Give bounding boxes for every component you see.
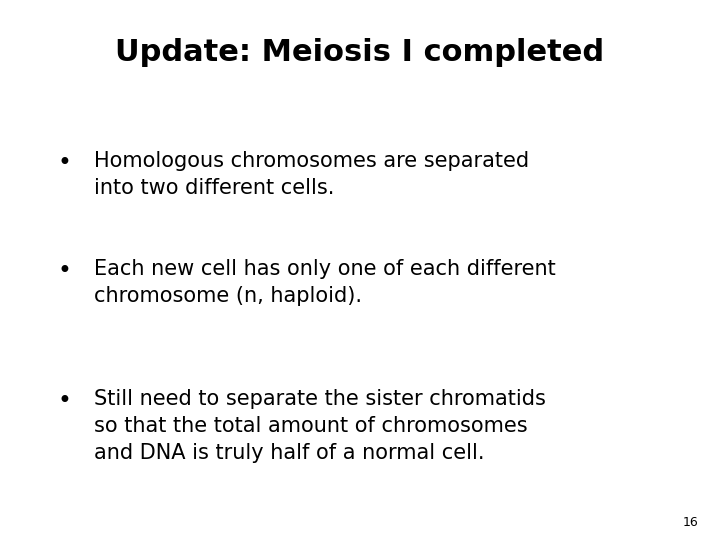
Text: Update: Meiosis I completed: Update: Meiosis I completed (115, 38, 605, 67)
Text: 16: 16 (683, 516, 698, 529)
Text: Homologous chromosomes are separated
into two different cells.: Homologous chromosomes are separated int… (94, 151, 528, 198)
Text: Each new cell has only one of each different
chromosome (n, haploid).: Each new cell has only one of each diffe… (94, 259, 555, 306)
Text: •: • (58, 259, 72, 283)
Text: •: • (58, 389, 72, 413)
Text: •: • (58, 151, 72, 175)
Text: Still need to separate the sister chromatids
so that the total amount of chromos: Still need to separate the sister chroma… (94, 389, 546, 463)
